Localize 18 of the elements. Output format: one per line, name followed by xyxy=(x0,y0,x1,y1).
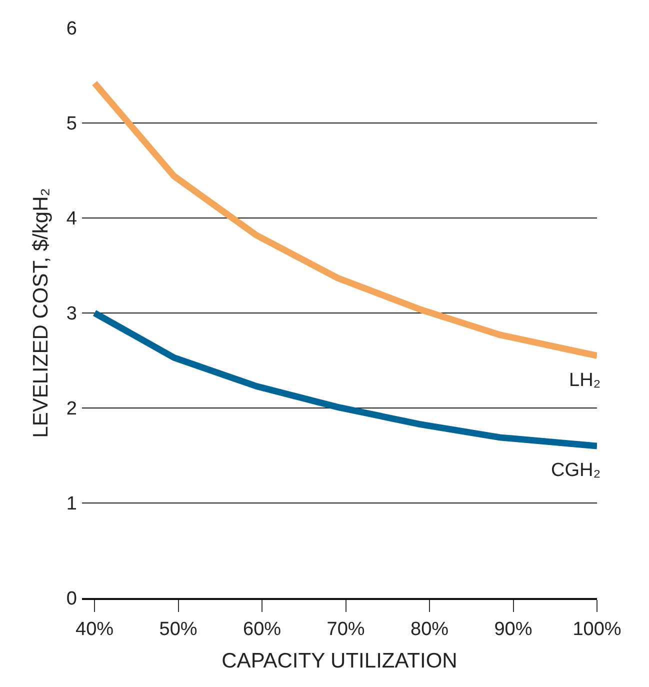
series-label: CGH₂ xyxy=(551,460,601,481)
series-label: LH₂ xyxy=(569,370,601,391)
x-tick-label: 90% xyxy=(494,618,532,640)
y-tick-label: 1 xyxy=(66,494,77,515)
x-tick-label: 100% xyxy=(572,618,622,640)
x-tick-label: 70% xyxy=(326,618,365,640)
x-axis-title: CAPACITY UTILIZATION xyxy=(222,650,458,672)
x-tick-label: 60% xyxy=(243,618,282,640)
y-axis-title: LEVELIZED COST, $/kgH₂ xyxy=(30,188,53,438)
y-tick-label: 3 xyxy=(66,304,77,325)
y-tick-label: 0 xyxy=(66,588,77,610)
y-tick-label: 2 xyxy=(66,398,77,420)
x-tick-label: 50% xyxy=(159,618,198,640)
x-tick-label: 80% xyxy=(410,618,449,640)
y-tick-label: 6 xyxy=(66,18,77,40)
x-tick-label: 40% xyxy=(76,618,114,640)
y-tick-label: 4 xyxy=(66,208,78,230)
y-tick-label: 5 xyxy=(66,114,77,135)
